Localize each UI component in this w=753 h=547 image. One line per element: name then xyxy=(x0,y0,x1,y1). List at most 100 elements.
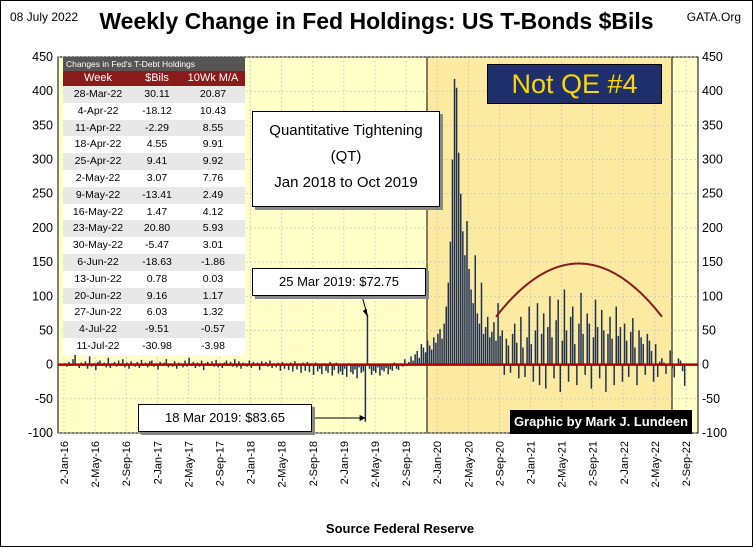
bar xyxy=(128,364,130,369)
bar xyxy=(528,306,530,365)
bar xyxy=(437,333,439,365)
y-tick-label: -50 xyxy=(35,392,53,406)
y-tick-label: 100 xyxy=(702,289,723,303)
bar xyxy=(122,359,124,365)
bar xyxy=(321,364,323,375)
bar xyxy=(603,330,605,365)
table-cell: 0.78 xyxy=(146,272,168,285)
table-header: Week $Bils 10Wk M/A xyxy=(63,71,245,86)
bar xyxy=(362,364,365,372)
table-cell: 20.80 xyxy=(143,222,171,235)
bar xyxy=(167,364,170,368)
bar xyxy=(149,361,151,365)
qe-band xyxy=(426,56,673,434)
peak-annotation: 25 Mar 2019: $72.75 xyxy=(252,268,426,296)
bar xyxy=(408,361,410,365)
bar xyxy=(327,364,329,373)
credit-label: Graphic by Mark J. Lundeen xyxy=(510,410,692,434)
y-tick-label: 150 xyxy=(32,255,53,269)
y-tick-label: 100 xyxy=(32,289,53,303)
bar xyxy=(569,316,572,365)
bar xyxy=(590,364,593,389)
bar xyxy=(99,360,101,365)
x-tick-label: 2-Jan-18 xyxy=(246,441,258,484)
bar xyxy=(292,364,294,372)
bar xyxy=(536,303,539,365)
x-tick-label: 2-May-19 xyxy=(370,441,382,487)
bar xyxy=(331,364,333,376)
bar xyxy=(316,364,319,372)
bar xyxy=(387,364,389,375)
bar xyxy=(607,333,609,365)
table-cell: 30-May-22 xyxy=(72,239,124,252)
bar xyxy=(424,352,427,365)
bar xyxy=(545,364,547,389)
table-cell: 8.55 xyxy=(202,121,224,134)
bar xyxy=(430,349,433,365)
table-row: 28-Mar-22 30.11 20.87 xyxy=(63,86,245,103)
bar xyxy=(308,364,311,373)
bar xyxy=(671,364,673,369)
bar xyxy=(368,364,371,369)
bar xyxy=(451,159,454,365)
x-tick-label: 2-Jan-22 xyxy=(619,441,631,484)
bar xyxy=(574,344,576,365)
bar xyxy=(184,360,186,365)
header-week: Week xyxy=(84,72,112,84)
table-row: 20-Jun-22 9.16 1.17 xyxy=(63,287,245,305)
table-body: 28-Mar-22 30.11 20.87 4-Apr-22 -18.12 10.43 11… xyxy=(63,86,245,355)
bar xyxy=(339,364,342,372)
table-cell: 11-Apr-22 xyxy=(75,121,121,134)
bar xyxy=(659,361,661,365)
y-tick-label: 250 xyxy=(32,187,53,201)
bar xyxy=(638,330,640,365)
bar xyxy=(621,364,624,382)
bar xyxy=(358,364,360,368)
bar xyxy=(159,361,161,365)
bar xyxy=(630,331,632,365)
bar xyxy=(300,364,302,373)
bar xyxy=(211,361,213,365)
bar xyxy=(377,364,379,368)
bar xyxy=(279,364,282,371)
bar xyxy=(265,361,267,365)
x-tick-label: 2-Sep-16 xyxy=(121,441,133,486)
y-tick-label: -100 xyxy=(702,426,727,440)
table-row: 13-Jun-22 0.78 0.03 xyxy=(63,270,245,288)
bar xyxy=(435,342,437,365)
table-cell: 5.93 xyxy=(202,222,224,235)
x-tick-label: 2-May-22 xyxy=(650,441,662,487)
bar xyxy=(397,364,400,371)
bar xyxy=(669,350,671,365)
bar xyxy=(345,364,348,377)
bar xyxy=(379,364,381,376)
bar xyxy=(503,364,506,375)
table-cell: 1.17 xyxy=(202,289,224,302)
bar xyxy=(559,364,562,392)
bar xyxy=(596,327,599,365)
bar xyxy=(489,337,491,365)
header-bils: $Bils xyxy=(145,72,169,84)
bar xyxy=(140,359,143,365)
bar xyxy=(294,361,296,365)
bar xyxy=(656,364,659,377)
table-cell: 16-May-22 xyxy=(72,205,124,218)
bar xyxy=(281,361,284,365)
x-tick-label: 2-Jan-16 xyxy=(59,441,71,484)
bar xyxy=(146,364,149,368)
bar xyxy=(571,306,574,365)
bar xyxy=(600,309,603,365)
table-caption: Changes in Fed's T-Debt Holdings xyxy=(63,57,245,71)
bar xyxy=(582,333,584,365)
y-tick-label: 50 xyxy=(702,323,716,337)
bar xyxy=(329,361,331,365)
bar xyxy=(410,356,412,365)
x-tick-label: 2-Sep-17 xyxy=(215,441,227,486)
bar xyxy=(652,364,655,382)
table-cell: 4-Jul-22 xyxy=(79,323,117,336)
bar xyxy=(654,344,657,365)
bar xyxy=(250,364,253,369)
bar xyxy=(677,358,680,365)
bar xyxy=(592,337,595,365)
table-cell: 0.03 xyxy=(202,272,224,285)
